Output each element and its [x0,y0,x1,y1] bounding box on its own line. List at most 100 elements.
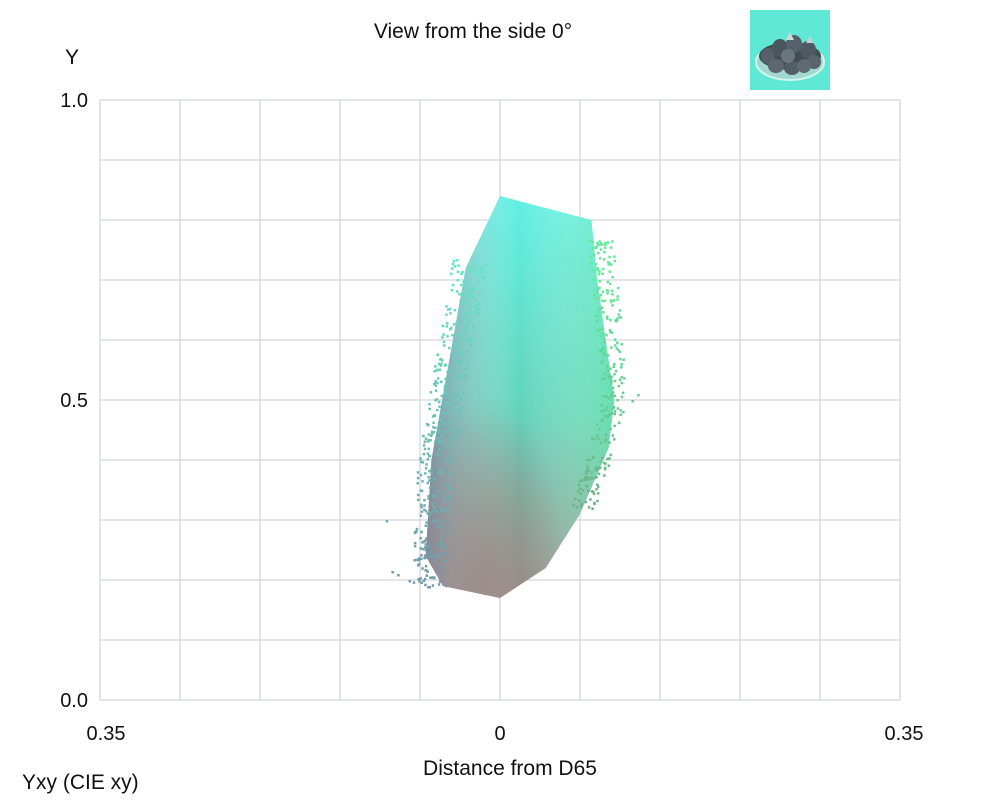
scatter-point [428,585,431,589]
scatter-point [605,333,608,337]
scatter-point [596,314,600,318]
scatter-point [468,294,472,298]
scatter-point [440,535,443,538]
scatter-point [585,458,589,462]
scatter-point [446,370,449,374]
scatter-point [468,310,472,313]
scatter-point [595,290,599,294]
scatter-point [424,583,427,587]
scatter-point [441,359,444,362]
scatter-point [593,270,597,273]
scatter-point [461,335,464,339]
scatter-point [619,409,622,412]
scatter-point [595,434,599,437]
scatter-point [588,239,591,243]
scatter-point [591,507,594,510]
scatter-point [427,433,431,436]
scatter-point [440,380,443,384]
scatter-point [613,259,617,263]
scatter-point [603,258,606,261]
scatter-point [428,555,431,559]
scatter-point [585,484,589,488]
scatter-point [622,410,625,414]
y-axis-label: Y [65,46,79,69]
scatter-point [585,470,588,473]
scatter-point [604,241,607,245]
scatter-point [424,569,427,572]
scatter-point [443,384,447,388]
scatter-point [421,461,425,464]
scatter-point [593,438,596,441]
scatter-point [598,296,601,300]
scatter-point [463,369,466,372]
scatter-point [438,368,442,372]
scatter-point [477,308,481,311]
scatter-point [578,499,581,503]
scatter-point [485,263,488,267]
scatter-point [438,439,442,443]
scatter-point [590,437,594,440]
scatter-point [589,255,592,259]
scatter-point [606,292,609,295]
scatter-point [613,410,617,413]
scatter-point [599,242,603,245]
scatter-point [601,267,605,271]
scatter-point [604,415,607,418]
scatter-point [446,335,449,338]
scatter-point [608,441,611,444]
scatter-point [424,467,428,470]
scatter-point [610,300,613,304]
scatter-point [439,539,442,543]
scatter-point [428,551,432,555]
scatter-point [435,518,439,522]
scatter-point [452,322,456,326]
scatter-point [419,547,422,550]
scatter-point [460,397,464,400]
scatter-point [427,494,430,498]
scatter-point [598,307,601,310]
scatter-point [481,266,485,270]
x-tick-label-1: 0 [494,723,505,745]
scatter-point [469,292,473,295]
scatter-point [450,459,453,463]
scatter-point [423,546,427,549]
scatter-point [447,506,450,510]
scatter-point [447,510,450,514]
scatter-point [610,394,613,398]
scatter-point [462,280,465,284]
scatter-point [606,280,609,284]
scatter-point [587,506,591,509]
scatter-point [597,467,600,470]
scatter-point [603,408,607,412]
scatter-point [427,497,430,501]
scatter-point [436,510,439,513]
scatter-point [443,510,446,513]
scatter-point [416,482,419,485]
scatter-point [475,272,479,275]
scatter-point [595,475,598,479]
scatter-point [601,359,604,363]
scatter-point [446,437,450,440]
scatter-point [616,286,620,290]
scatter-point [459,351,462,355]
scatter-point [602,311,605,314]
scatter-point [603,377,606,380]
scatter-point [595,319,599,323]
scatter-point [427,552,430,555]
scatter-point [445,322,449,325]
scatter-point [445,325,449,328]
scatter-point [616,341,619,345]
x-tick-label-2: 0.35 [885,723,924,745]
scatter-point [459,299,462,303]
scatter-point [611,391,615,394]
scatter-point [424,564,428,568]
scatter-point [602,461,606,465]
scatter-point [596,485,600,488]
scatter-point [606,241,610,244]
scatter-point [444,559,448,563]
scatter-point [439,553,443,556]
scatter-point [425,463,428,466]
scatter-point [427,475,430,479]
scatter-point [439,506,443,510]
scatter-point [436,353,439,357]
